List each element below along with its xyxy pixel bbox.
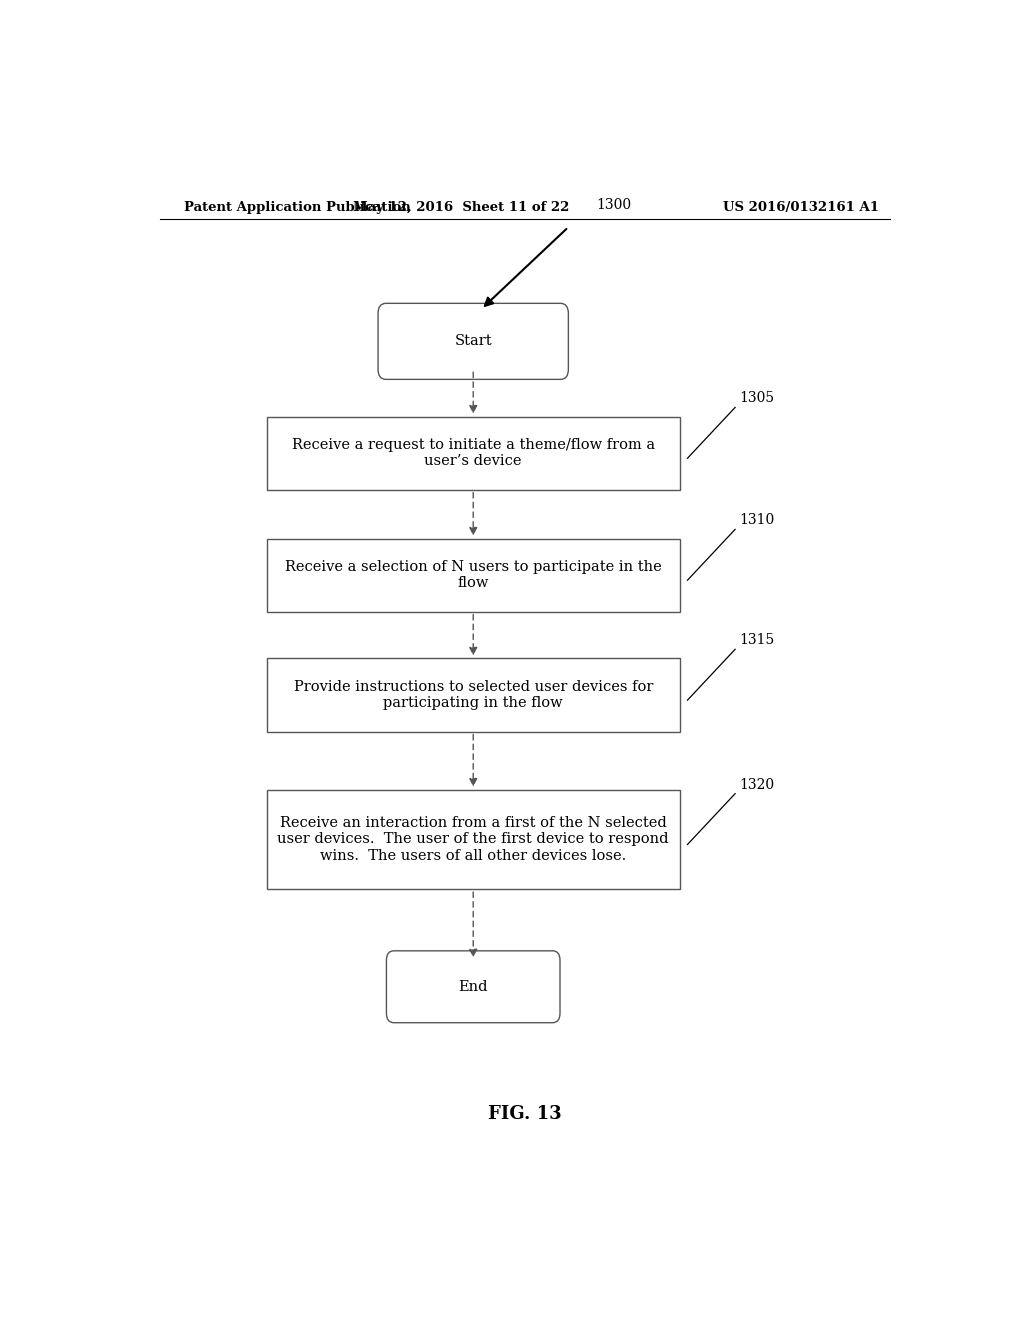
Text: 1310: 1310 <box>739 513 774 528</box>
FancyBboxPatch shape <box>267 659 680 731</box>
Text: Patent Application Publication: Patent Application Publication <box>183 201 411 214</box>
FancyBboxPatch shape <box>378 304 568 379</box>
Text: FIG. 13: FIG. 13 <box>488 1105 561 1123</box>
Text: Provide instructions to selected user devices for
participating in the flow: Provide instructions to selected user de… <box>294 680 653 710</box>
Text: Receive an interaction from a first of the N selected
user devices.  The user of: Receive an interaction from a first of t… <box>278 816 669 862</box>
Text: 1300: 1300 <box>596 198 632 211</box>
Text: Receive a selection of N users to participate in the
flow: Receive a selection of N users to partic… <box>285 560 662 590</box>
FancyBboxPatch shape <box>386 950 560 1023</box>
Text: Start: Start <box>455 334 492 348</box>
Text: 1320: 1320 <box>739 777 774 792</box>
FancyBboxPatch shape <box>267 789 680 890</box>
FancyBboxPatch shape <box>267 417 680 490</box>
Text: May 12, 2016  Sheet 11 of 22: May 12, 2016 Sheet 11 of 22 <box>353 201 569 214</box>
FancyBboxPatch shape <box>267 539 680 611</box>
Text: End: End <box>459 979 488 994</box>
Text: Receive a request to initiate a theme/flow from a
user’s device: Receive a request to initiate a theme/fl… <box>292 438 654 469</box>
Text: 1305: 1305 <box>739 392 774 405</box>
Text: 1315: 1315 <box>739 634 774 647</box>
Text: US 2016/0132161 A1: US 2016/0132161 A1 <box>723 201 880 214</box>
